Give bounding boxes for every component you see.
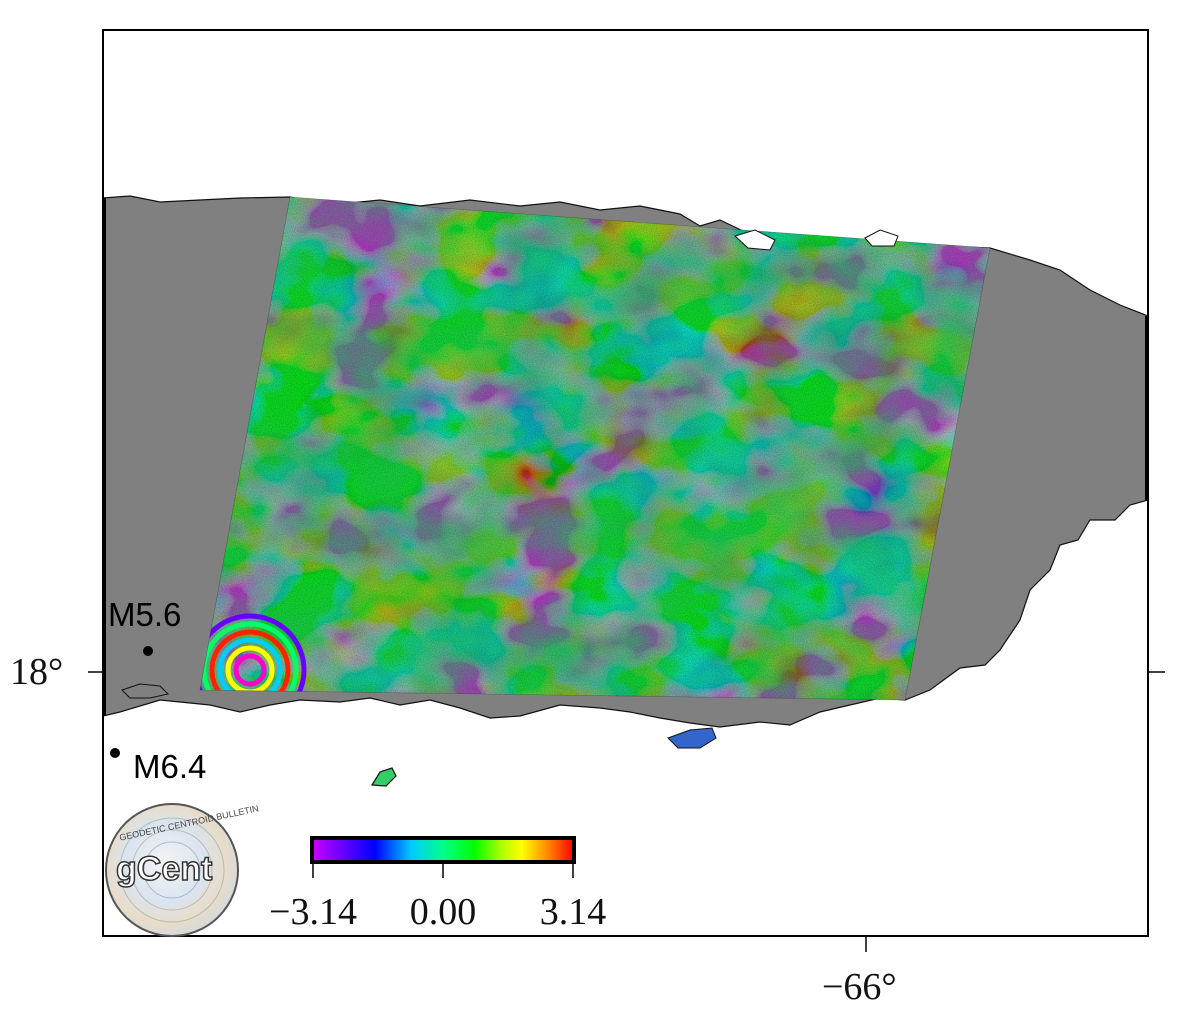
colorbar-tick-label: 0.00 bbox=[409, 891, 477, 933]
earthquake-label: M6.4 bbox=[133, 748, 207, 785]
island-small bbox=[864, 229, 899, 247]
island-small bbox=[370, 767, 397, 787]
interferogram-swath bbox=[200, 197, 990, 700]
colorbar-tick-label: −3.14 bbox=[269, 891, 357, 933]
island-small bbox=[667, 727, 717, 749]
lat-tick-label: 18° bbox=[10, 651, 64, 693]
earthquake-epicenter-dot bbox=[110, 748, 120, 758]
earthquake-label: M5.6 bbox=[108, 596, 182, 633]
lon-tick-label: −66° bbox=[822, 966, 897, 1008]
logo-text: gCent bbox=[115, 849, 213, 889]
fringe-rings bbox=[200, 613, 307, 700]
island-small bbox=[734, 229, 776, 251]
colorbar-tick-label: 3.14 bbox=[539, 891, 607, 933]
island-small bbox=[121, 683, 169, 699]
gcent-logo-icon bbox=[105, 803, 239, 937]
earthquake-epicenter-dot bbox=[143, 646, 153, 656]
colorbar bbox=[310, 836, 576, 864]
